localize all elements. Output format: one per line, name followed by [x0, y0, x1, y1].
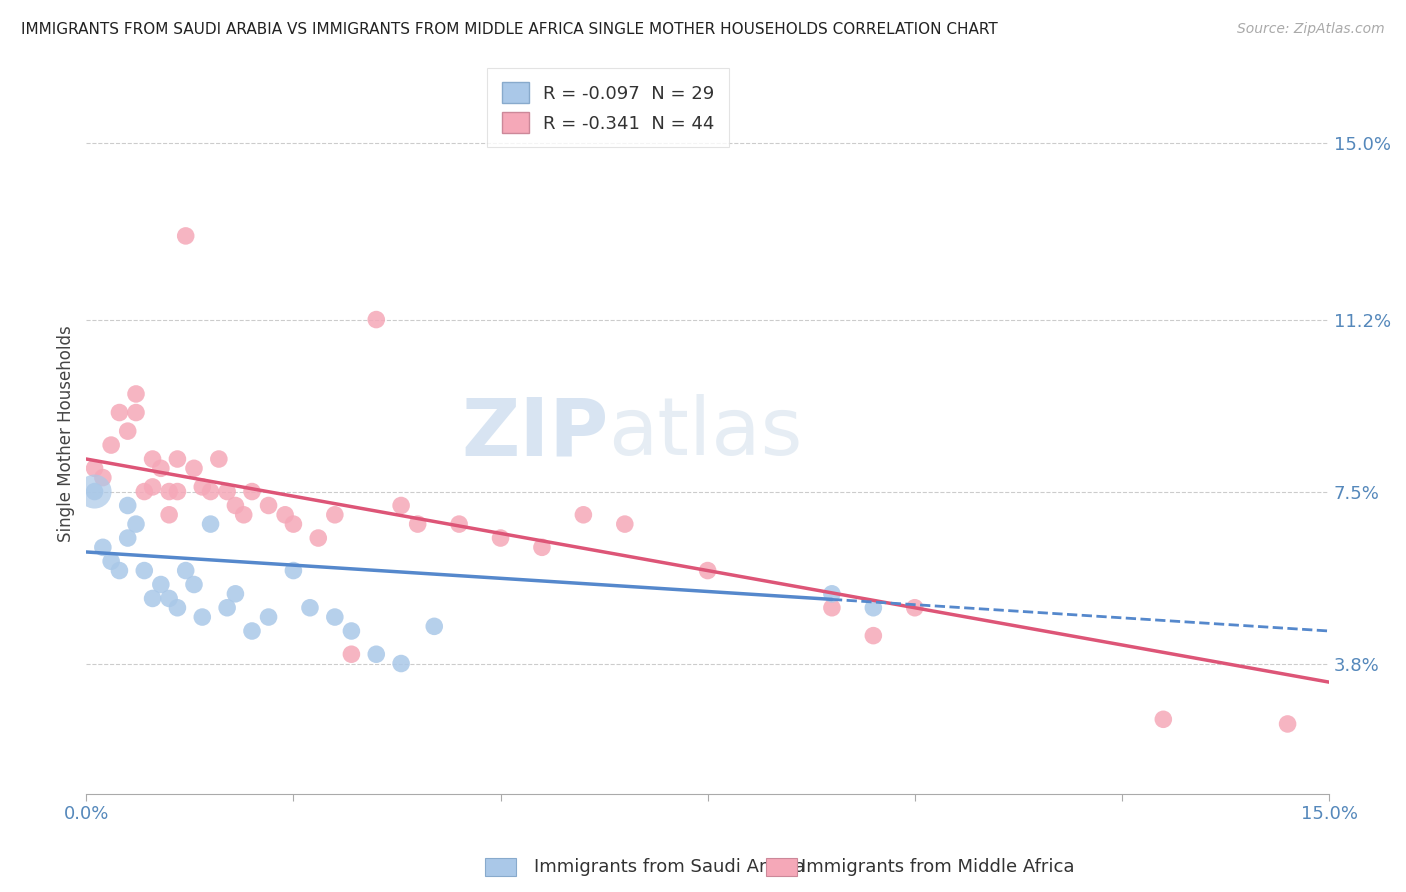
Point — [100, 554, 122, 568]
Point — [904, 600, 927, 615]
Text: Immigrants from Saudi Arabia: Immigrants from Saudi Arabia — [534, 858, 806, 876]
Point — [117, 424, 139, 438]
Point — [200, 484, 222, 499]
Point — [134, 564, 156, 578]
Point — [406, 517, 429, 532]
Point — [149, 461, 172, 475]
Point — [449, 517, 471, 532]
Point — [83, 484, 105, 499]
Point — [323, 508, 346, 522]
Point — [307, 531, 329, 545]
Point — [117, 499, 139, 513]
Point — [108, 564, 131, 578]
Point — [613, 517, 636, 532]
Point — [1277, 717, 1299, 731]
Point — [530, 541, 553, 555]
Point — [821, 587, 844, 601]
Point — [340, 624, 363, 638]
Point — [183, 461, 205, 475]
Point — [149, 577, 172, 591]
Point — [142, 480, 165, 494]
Point — [224, 499, 246, 513]
Point — [166, 600, 188, 615]
Point — [489, 531, 512, 545]
Point — [423, 619, 446, 633]
Point — [125, 387, 148, 401]
Point — [191, 610, 214, 624]
Point — [323, 610, 346, 624]
Point — [191, 480, 214, 494]
Point — [208, 452, 231, 467]
Point — [174, 564, 197, 578]
Point — [257, 499, 280, 513]
Point — [166, 484, 188, 499]
Point — [157, 484, 180, 499]
Point — [142, 591, 165, 606]
Point — [283, 517, 305, 532]
Point — [274, 508, 297, 522]
Point — [157, 591, 180, 606]
Point — [240, 484, 263, 499]
Point — [1152, 712, 1174, 726]
Point — [283, 564, 305, 578]
Point — [696, 564, 718, 578]
Point — [83, 461, 105, 475]
Point — [200, 517, 222, 532]
Point — [862, 629, 884, 643]
Y-axis label: Single Mother Households: Single Mother Households — [58, 325, 75, 541]
Text: ZIP: ZIP — [461, 394, 609, 473]
Point — [240, 624, 263, 638]
Point — [572, 508, 595, 522]
Point — [821, 600, 844, 615]
Text: Source: ZipAtlas.com: Source: ZipAtlas.com — [1237, 22, 1385, 37]
Point — [340, 647, 363, 661]
Point — [108, 405, 131, 419]
Text: atlas: atlas — [609, 394, 803, 473]
Point — [125, 405, 148, 419]
Text: IMMIGRANTS FROM SAUDI ARABIA VS IMMIGRANTS FROM MIDDLE AFRICA SINGLE MOTHER HOUS: IMMIGRANTS FROM SAUDI ARABIA VS IMMIGRAN… — [21, 22, 998, 37]
Point — [298, 600, 321, 615]
Point — [100, 438, 122, 452]
Point — [366, 312, 388, 326]
Point — [224, 587, 246, 601]
Point — [125, 517, 148, 532]
Point — [389, 499, 412, 513]
Point — [389, 657, 412, 671]
Point — [142, 452, 165, 467]
Legend: R = -0.097  N = 29, R = -0.341  N = 44: R = -0.097 N = 29, R = -0.341 N = 44 — [488, 68, 730, 147]
Point — [217, 484, 239, 499]
Point — [91, 470, 114, 484]
Point — [117, 531, 139, 545]
Point — [91, 541, 114, 555]
Point — [183, 577, 205, 591]
Text: Immigrants from Middle Africa: Immigrants from Middle Africa — [801, 858, 1076, 876]
Point — [217, 600, 239, 615]
Point — [862, 600, 884, 615]
Point — [257, 610, 280, 624]
Point — [134, 484, 156, 499]
Point — [157, 508, 180, 522]
Point — [366, 647, 388, 661]
Point — [232, 508, 254, 522]
Point — [83, 484, 105, 499]
Point — [166, 452, 188, 467]
Point — [174, 228, 197, 243]
